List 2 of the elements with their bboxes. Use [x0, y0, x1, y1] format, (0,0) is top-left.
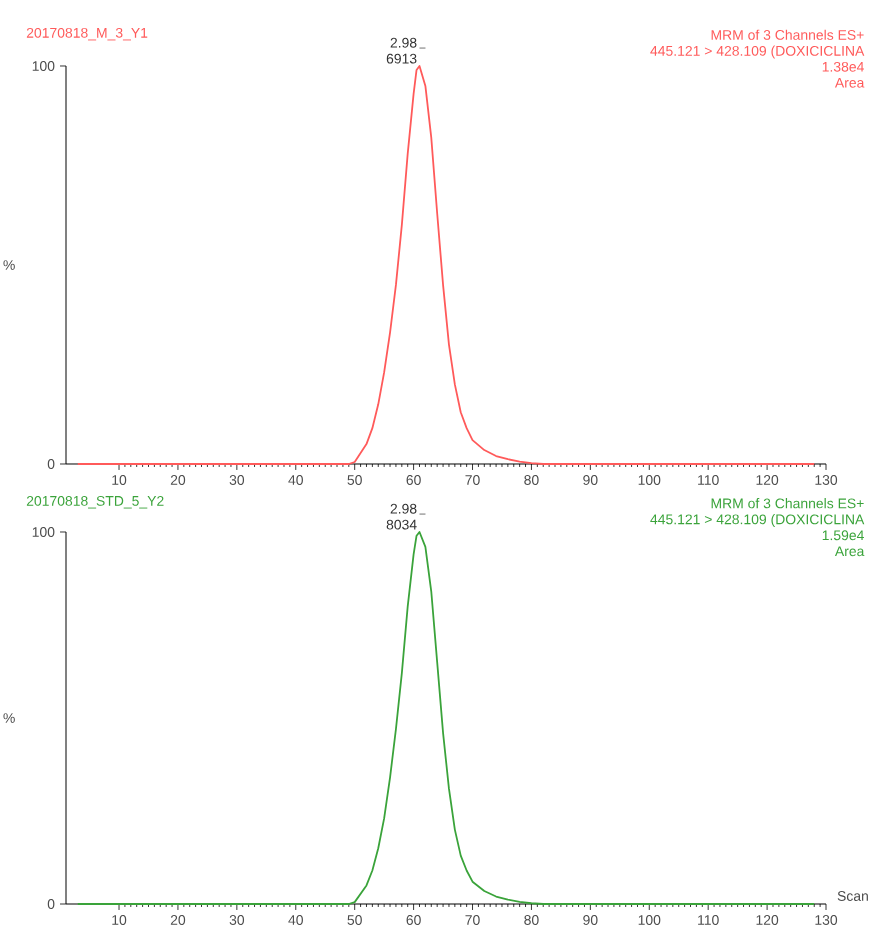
line-series: [76, 65, 816, 465]
line-series: [76, 531, 816, 905]
